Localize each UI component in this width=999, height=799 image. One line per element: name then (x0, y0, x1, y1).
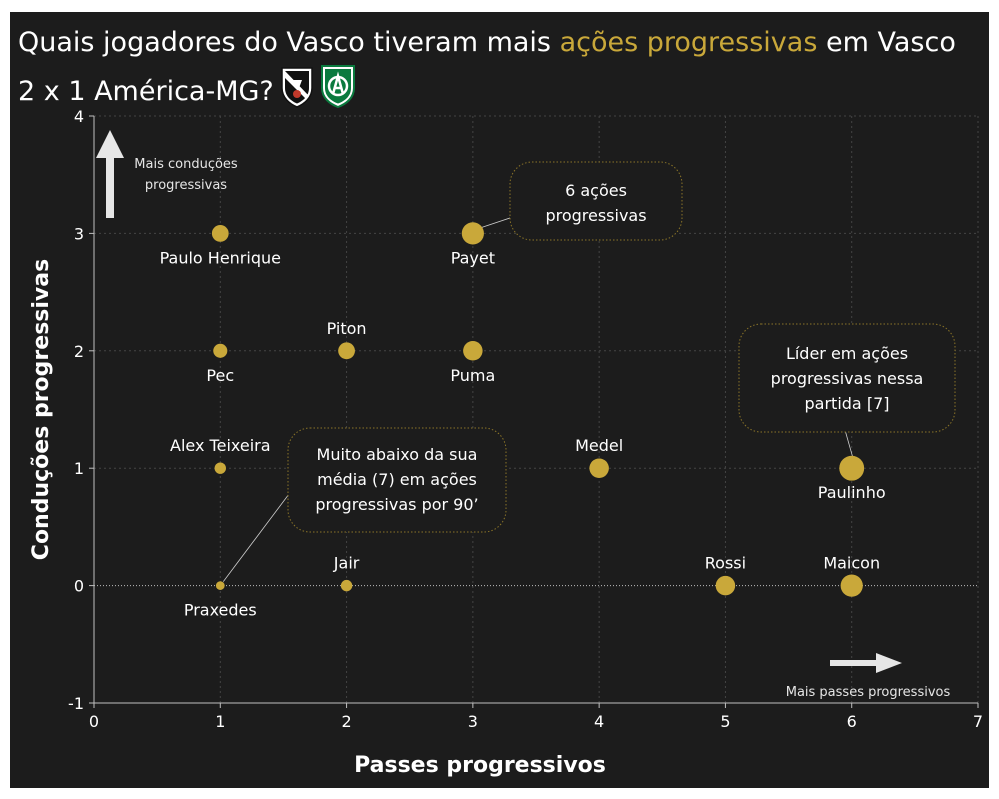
data-point-payet (461, 222, 484, 245)
y-tick-label: -1 (68, 694, 84, 713)
x-tick-label: 1 (215, 712, 225, 731)
chart-title: Quais jogadores do Vasco tiveram mais aç… (18, 22, 978, 121)
data-point-pec (213, 343, 228, 358)
callout-text-paulinho: partida [7] (805, 394, 890, 413)
point-label: Paulo Henrique (160, 248, 281, 267)
data-point-medel (589, 458, 609, 478)
data-point-rossi (715, 575, 736, 596)
america-mg-crest-icon (320, 64, 356, 121)
point-label: Piton (327, 319, 367, 338)
point-label: Praxedes (184, 601, 257, 620)
title-part1: Quais jogadores do Vasco tiveram mais (18, 27, 560, 58)
data-point-puma (463, 341, 483, 361)
callout-box-praxedes (287, 427, 507, 533)
y-tick-label: 4 (74, 107, 84, 126)
y-tick-label: 1 (74, 459, 84, 478)
callout-text-payet: progressivas (545, 206, 646, 225)
point-label: Maicon (823, 554, 880, 573)
callout-text-praxedes: Muito abaixo da sua (317, 445, 478, 464)
callout-text-paulinho: Líder em ações (786, 344, 908, 363)
x-tick-label: 3 (468, 712, 478, 731)
callouts: 6 ações progressivas Líder em ações progres… (287, 161, 956, 533)
data-point-maicon (840, 574, 863, 597)
y-axis-title: Conduções progressivas (29, 259, 54, 560)
y-tick-label: 0 (74, 577, 84, 596)
callout-text-payet: 6 ações (565, 181, 627, 200)
x-tick-label: 6 (847, 712, 857, 731)
direction-hints: Mais conduções progressivas Mais passes pr… (96, 130, 950, 700)
data-point-alex-teixeira (214, 462, 226, 474)
data-point-praxedes (215, 581, 225, 590)
data-point-piton (338, 342, 355, 360)
point-label: Pec (206, 366, 234, 385)
x-tick-label: 0 (89, 712, 99, 731)
point-label: Puma (450, 366, 495, 385)
data-points (211, 222, 865, 597)
point-label: Rossi (705, 554, 746, 573)
x-tick-label: 4 (594, 712, 604, 731)
x-tick-label: 2 (341, 712, 351, 731)
point-label: Alex Teixeira (170, 436, 271, 455)
callout-box-paulinho (738, 323, 956, 433)
data-point-paulo-henrique (211, 225, 229, 242)
callout-text-praxedes: média (7) em ações (317, 470, 477, 489)
scatter-chart: 0 1 2 3 4 5 6 7 -1 0 1 2 3 4 Passes progressivos Conduç… (29, 107, 983, 778)
data-point-jair (340, 579, 353, 592)
arrow-up-icon (96, 130, 124, 218)
callout-box-payet (509, 161, 683, 241)
point-label: Paulinho (818, 483, 886, 502)
point-label: Payet (451, 248, 495, 267)
chart-frame: 0 1 2 3 4 5 6 7 -1 0 1 2 3 4 Passes progressivos Conduç… (10, 12, 989, 788)
hint-right-text: Mais passes progressivos (786, 685, 951, 700)
vasco-crest-icon (280, 66, 314, 121)
title-part2: em Vasco 2 x 1 América-MG? (18, 27, 956, 107)
x-axis-title: Passes progressivos (354, 753, 606, 778)
point-labels: Paulo Henrique Payet Piton Pec Puma Alex Teix… (160, 248, 886, 619)
y-tick-label: 3 (74, 224, 84, 243)
arrow-right-icon (830, 653, 902, 673)
callout-text-praxedes: progressivas por 90’ (315, 495, 478, 514)
x-tick-label: 7 (973, 712, 983, 731)
point-label: Medel (575, 436, 623, 455)
x-tick-label: 5 (720, 712, 730, 731)
callout-text-paulinho: progressivas nessa (771, 369, 924, 388)
title-highlight: ações progressivas (559, 27, 818, 58)
point-label: Jair (333, 554, 360, 573)
hint-up-text: Mais conduções (134, 157, 238, 172)
hint-up-text: progressivas (145, 178, 227, 193)
data-point-paulinho (839, 455, 865, 481)
axes: 0 1 2 3 4 5 6 7 -1 0 1 2 3 4 Passes progressivos Conduç… (29, 107, 983, 778)
callout-leader-praxedes (222, 489, 293, 582)
y-tick-label: 2 (74, 342, 84, 361)
